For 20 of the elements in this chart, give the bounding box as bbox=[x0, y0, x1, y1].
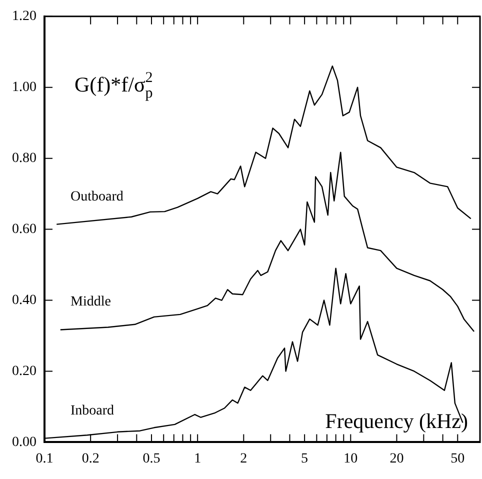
x-axis-title: Frequency (kHz) bbox=[325, 409, 468, 434]
series-label: Inboard bbox=[70, 403, 114, 418]
x-tick-label: 2 bbox=[240, 451, 248, 466]
y-tick-label: 0.20 bbox=[12, 364, 36, 379]
x-tick-label: 1 bbox=[194, 451, 202, 466]
series-label: Outboard bbox=[70, 189, 124, 204]
y-tick-label: 0.00 bbox=[12, 434, 36, 450]
y-tick-label: 1.00 bbox=[12, 80, 36, 96]
x-tick-label: 10 bbox=[344, 451, 358, 466]
series-label: Middle bbox=[70, 294, 111, 310]
x-tick-label: 50 bbox=[450, 451, 465, 466]
x-tick-label: 20 bbox=[390, 451, 404, 466]
x-tick-label: 5 bbox=[301, 451, 308, 466]
y-tick-label: 0.80 bbox=[12, 151, 36, 166]
x-tick-label: 0.1 bbox=[36, 451, 54, 466]
y-tick-label: 0.40 bbox=[12, 292, 36, 308]
y-tick-label: 1.20 bbox=[12, 9, 36, 24]
x-tick-label: 0.5 bbox=[142, 451, 160, 466]
x-tick-label: 0.2 bbox=[82, 451, 100, 466]
y-tick-label: 0.60 bbox=[12, 222, 36, 237]
